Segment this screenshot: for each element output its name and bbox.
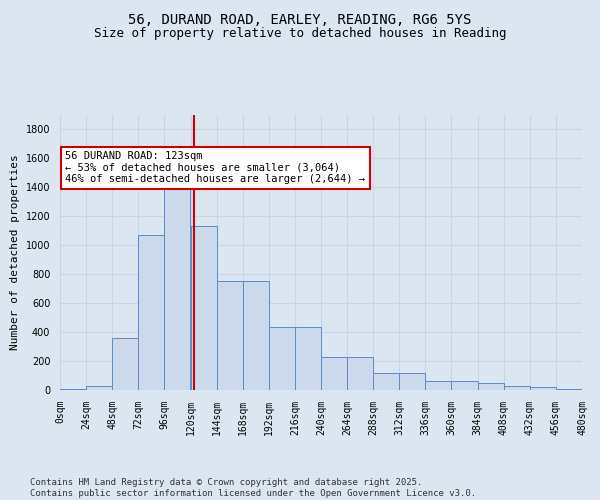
Text: Size of property relative to detached houses in Reading: Size of property relative to detached ho… xyxy=(94,28,506,40)
Y-axis label: Number of detached properties: Number of detached properties xyxy=(10,154,20,350)
Bar xyxy=(373,372,400,390)
Bar xyxy=(295,327,321,390)
Bar xyxy=(164,173,190,390)
Text: Contains HM Land Registry data © Crown copyright and database right 2025.
Contai: Contains HM Land Registry data © Crown c… xyxy=(30,478,476,498)
Bar xyxy=(112,338,138,390)
Bar xyxy=(217,280,242,390)
Bar xyxy=(478,384,504,390)
Bar xyxy=(504,386,530,390)
Bar xyxy=(269,327,295,390)
Text: 56 DURAND ROAD: 123sqm
← 53% of detached houses are smaller (3,064)
46% of semi-: 56 DURAND ROAD: 123sqm ← 53% of detached… xyxy=(65,151,365,184)
Bar xyxy=(139,235,164,390)
Bar xyxy=(321,358,347,390)
Bar xyxy=(60,388,86,390)
Bar xyxy=(191,226,217,390)
Bar xyxy=(86,386,112,390)
Bar xyxy=(400,372,425,390)
Bar xyxy=(451,382,478,390)
Text: 56, DURAND ROAD, EARLEY, READING, RG6 5YS: 56, DURAND ROAD, EARLEY, READING, RG6 5Y… xyxy=(128,12,472,26)
Bar xyxy=(347,358,373,390)
Bar xyxy=(530,387,556,390)
Bar xyxy=(425,382,452,390)
Bar xyxy=(242,280,269,390)
